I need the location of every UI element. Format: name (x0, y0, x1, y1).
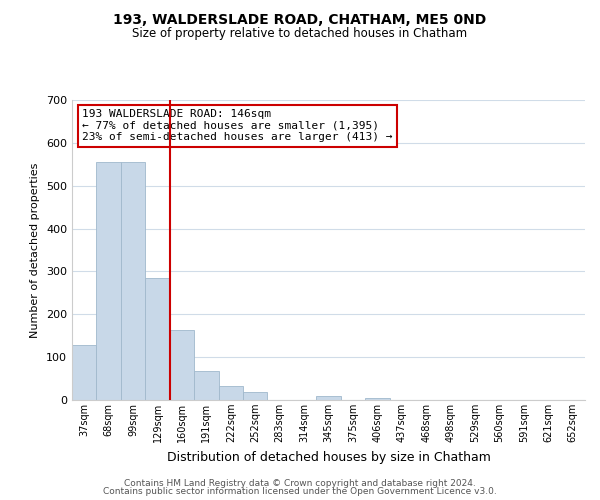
Text: 193, WALDERSLADE ROAD, CHATHAM, ME5 0ND: 193, WALDERSLADE ROAD, CHATHAM, ME5 0ND (113, 12, 487, 26)
Bar (194, 371, 218, 400)
Y-axis label: Number of detached properties: Number of detached properties (31, 162, 40, 338)
Bar (97, 162, 121, 400)
Bar (170, 330, 194, 400)
Bar (365, 398, 389, 400)
Bar (145, 278, 170, 400)
Text: 193 WALDERSLADE ROAD: 146sqm
← 77% of detached houses are smaller (1,395)
23% of: 193 WALDERSLADE ROAD: 146sqm ← 77% of de… (82, 109, 393, 142)
Bar (243, 392, 268, 400)
Text: Contains public sector information licensed under the Open Government Licence v3: Contains public sector information licen… (103, 487, 497, 496)
Bar (72, 345, 97, 400)
Bar (316, 396, 341, 400)
Bar (218, 386, 243, 400)
Text: Contains HM Land Registry data © Crown copyright and database right 2024.: Contains HM Land Registry data © Crown c… (124, 478, 476, 488)
X-axis label: Distribution of detached houses by size in Chatham: Distribution of detached houses by size … (167, 450, 490, 464)
Bar (121, 162, 145, 400)
Text: Size of property relative to detached houses in Chatham: Size of property relative to detached ho… (133, 28, 467, 40)
